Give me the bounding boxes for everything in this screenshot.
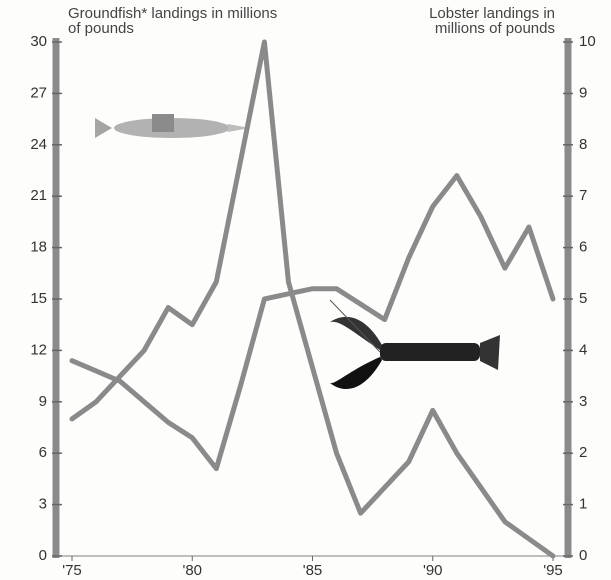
y2-tick-label: 0 bbox=[579, 547, 587, 564]
x-tick-label: '90 bbox=[423, 562, 443, 579]
y2-tick-label: 6 bbox=[579, 239, 587, 256]
y2-tick-label: 5 bbox=[579, 290, 587, 307]
y-tick-label: 30 bbox=[30, 33, 47, 50]
y-tick-label: 18 bbox=[30, 239, 47, 256]
x-tick-label: '85 bbox=[303, 562, 323, 579]
x-tick-label: '80 bbox=[182, 562, 202, 579]
series-line bbox=[69, 39, 556, 559]
y-tick-label: 3 bbox=[39, 496, 47, 513]
y2-tick-label: 9 bbox=[579, 84, 587, 101]
y-tick-label: 9 bbox=[39, 393, 47, 410]
y2-tick-label: 1 bbox=[579, 496, 587, 513]
y2-axis-title: Lobster landings in millions of pounds bbox=[429, 5, 555, 37]
y-tick-label: 24 bbox=[30, 136, 47, 153]
y-tick-label: 0 bbox=[39, 547, 47, 564]
lobster-illustration bbox=[329, 299, 500, 390]
y-tick-label: 15 bbox=[30, 290, 47, 307]
x-tick-label: '95 bbox=[543, 562, 563, 579]
y-tick-label: 12 bbox=[30, 341, 47, 358]
y2-tick-label: 8 bbox=[579, 136, 587, 153]
y-axis-title: Groundfish* landings in millions of poun… bbox=[68, 5, 278, 37]
y-tick-label: 6 bbox=[39, 444, 47, 461]
y2-tick-label: 10 bbox=[579, 33, 596, 50]
y2-tick-label: 2 bbox=[579, 444, 587, 461]
y2-tick-label: 3 bbox=[579, 393, 587, 410]
y-tick-label: 21 bbox=[30, 187, 47, 204]
y-tick-label: 27 bbox=[30, 84, 47, 101]
x-tick-label: '75 bbox=[62, 562, 82, 579]
y2-tick-label: 4 bbox=[579, 341, 587, 358]
series-line bbox=[69, 173, 556, 472]
fish-illustration bbox=[95, 114, 250, 138]
y2-tick-label: 7 bbox=[579, 187, 587, 204]
